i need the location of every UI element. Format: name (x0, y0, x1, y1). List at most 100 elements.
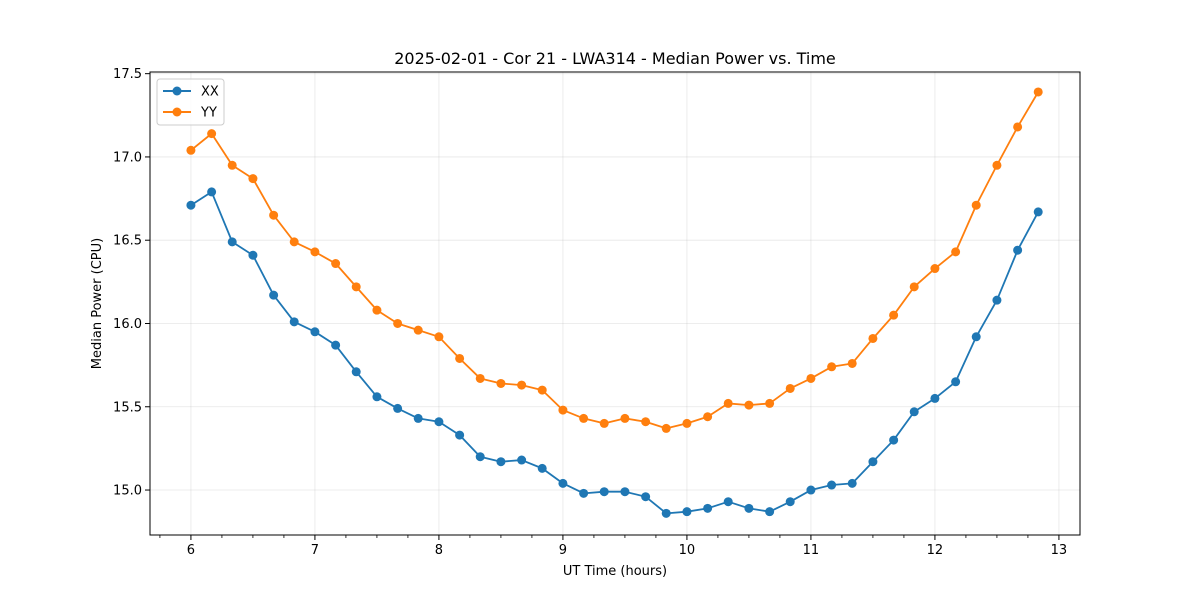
data-point-xx (806, 485, 816, 495)
data-point-yy (537, 385, 547, 395)
x-tick-label: 7 (311, 543, 319, 558)
plot-series (186, 87, 1043, 518)
data-point-yy (744, 400, 754, 410)
data-point-xx (269, 290, 279, 300)
y-tick-label: 17.5 (113, 67, 142, 82)
data-point-yy (682, 418, 692, 428)
data-point-xx (703, 503, 713, 513)
y-tick-label: 15.5 (113, 400, 142, 415)
legend-marker-xx (172, 86, 182, 96)
y-tick-label: 16.0 (113, 317, 142, 332)
data-point-xx (661, 508, 671, 518)
data-point-yy (806, 373, 816, 383)
data-point-xx (517, 455, 527, 465)
data-point-xx (868, 457, 878, 467)
data-point-yy (269, 210, 279, 220)
data-point-xx (930, 393, 940, 403)
data-point-xx (889, 435, 899, 445)
data-point-xx (248, 250, 258, 260)
data-point-xx (310, 327, 320, 337)
x-tick-label: 8 (435, 543, 443, 558)
data-point-yy (351, 282, 361, 292)
data-point-yy (372, 305, 382, 315)
data-point-xx (971, 332, 981, 342)
series-xx (186, 187, 1043, 518)
data-point-yy (827, 362, 837, 372)
series-yy (186, 87, 1043, 433)
data-point-xx (847, 478, 857, 488)
data-point-xx (744, 503, 754, 513)
data-point-xx (475, 452, 485, 462)
data-point-yy (475, 373, 485, 383)
data-point-yy (517, 380, 527, 390)
data-point-xx (827, 480, 837, 490)
legend-marker-yy (172, 107, 182, 117)
legend-label-yy: YY (200, 106, 217, 121)
data-point-xx (331, 340, 341, 350)
data-point-yy (599, 418, 609, 428)
data-point-xx (785, 497, 795, 507)
data-point-xx (455, 430, 465, 440)
data-point-yy (331, 259, 341, 269)
data-point-yy (909, 282, 919, 292)
data-point-xx (641, 492, 651, 502)
data-point-yy (393, 318, 403, 328)
x-tick-label: 6 (187, 543, 195, 558)
data-point-yy (723, 398, 733, 408)
data-point-xx (227, 237, 237, 247)
x-axis-label: UT Time (hours) (563, 564, 667, 579)
data-point-xx (682, 507, 692, 517)
legend-label-xx: XX (201, 85, 219, 100)
axes-frame (149, 71, 1081, 536)
data-point-yy (558, 405, 568, 415)
x-axis-ticks: 6 7 8 9 10 11 12 13 (159, 535, 1068, 558)
data-point-yy (434, 332, 444, 342)
data-point-xx (620, 487, 630, 497)
data-point-yy (951, 247, 961, 257)
data-point-xx (289, 317, 299, 327)
data-point-xx (207, 187, 217, 197)
data-point-xx (1013, 245, 1023, 255)
y-axis-label: Median Power (CPU) (90, 238, 105, 369)
data-point-xx (765, 507, 775, 517)
data-point-yy (847, 358, 857, 368)
x-tick-label: 9 (559, 543, 567, 558)
x-tick-label: 12 (927, 543, 944, 558)
data-point-xx (558, 478, 568, 488)
data-point-xx (496, 457, 506, 467)
data-point-xx (579, 488, 589, 498)
data-point-yy (186, 145, 196, 155)
data-point-xx (909, 407, 919, 417)
data-point-xx (1033, 207, 1043, 217)
x-tick-label: 11 (803, 543, 820, 558)
data-point-yy (785, 383, 795, 393)
data-point-yy (207, 129, 217, 139)
data-point-yy (868, 333, 878, 343)
y-tick-label: 15.0 (113, 484, 142, 499)
data-point-yy (661, 423, 671, 433)
data-point-yy (248, 174, 258, 184)
y-tick-label: 17.0 (113, 150, 142, 165)
data-point-yy (641, 417, 651, 427)
data-point-yy (620, 413, 630, 423)
data-point-yy (579, 413, 589, 423)
data-point-xx (186, 200, 196, 210)
data-point-yy (1013, 122, 1023, 132)
data-point-xx (723, 497, 733, 507)
data-point-yy (992, 160, 1002, 170)
data-point-yy (889, 310, 899, 320)
data-point-yy (289, 237, 299, 247)
chart-title: 2025-02-01 - Cor 21 - LWA314 - Median Po… (394, 49, 836, 68)
data-point-yy (930, 264, 940, 274)
data-point-xx (992, 295, 1002, 305)
data-point-xx (599, 487, 609, 497)
data-point-xx (393, 403, 403, 413)
data-point-xx (537, 463, 547, 473)
x-tick-label: 13 (1051, 543, 1068, 558)
data-point-xx (351, 367, 361, 377)
data-point-yy (455, 353, 465, 363)
data-point-yy (496, 378, 506, 388)
x-tick-label: 10 (679, 543, 696, 558)
